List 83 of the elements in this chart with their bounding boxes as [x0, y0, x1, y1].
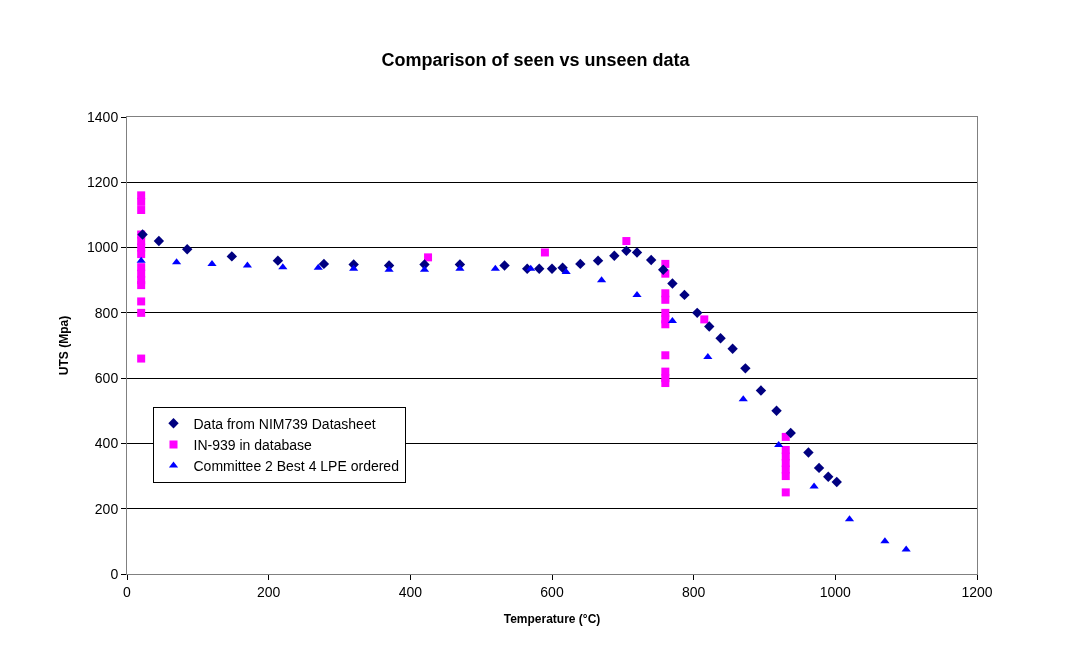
point	[809, 482, 819, 489]
point	[272, 255, 284, 266]
y-tick-label: 1200	[87, 174, 119, 191]
point	[546, 263, 558, 274]
point	[661, 295, 670, 304]
point	[136, 256, 146, 263]
point	[679, 289, 690, 301]
point	[137, 197, 146, 206]
point	[561, 268, 571, 275]
point	[831, 476, 842, 488]
y-tick-label: 600	[94, 370, 119, 387]
x-tick-label: 400	[398, 583, 423, 600]
legend-label: Committee 2 Best 4 LPE ordered	[193, 458, 399, 475]
x-tick-label: 1200	[961, 583, 993, 600]
y-tick-label: 1000	[87, 239, 119, 256]
legend-label: IN-939 in database	[193, 436, 313, 453]
point	[575, 258, 586, 270]
point	[278, 263, 288, 270]
point	[592, 255, 604, 266]
y-tick-label: 200	[94, 500, 119, 517]
point	[715, 333, 726, 344]
x-tick-label: 0	[123, 583, 132, 600]
point	[632, 290, 642, 297]
point	[609, 250, 620, 261]
point	[526, 264, 536, 271]
point	[621, 245, 632, 257]
point	[318, 258, 330, 270]
point	[823, 471, 834, 482]
point	[692, 307, 703, 319]
point	[384, 265, 394, 272]
point	[774, 441, 784, 448]
point	[755, 385, 767, 396]
point	[661, 351, 670, 360]
point	[703, 352, 713, 359]
point	[182, 244, 193, 255]
point	[700, 315, 709, 324]
point	[137, 297, 146, 306]
x-tick-label: 200	[256, 583, 281, 600]
point	[499, 260, 510, 271]
point	[153, 235, 165, 247]
y-tick-label: 800	[94, 304, 119, 321]
point	[534, 263, 545, 274]
point	[704, 321, 715, 332]
point	[137, 281, 146, 290]
x-axis-title: Temperature (°C)	[503, 611, 601, 626]
point	[313, 263, 323, 270]
point	[137, 308, 146, 317]
point	[645, 254, 657, 266]
y-tick-label: 1400	[87, 108, 119, 125]
point	[226, 251, 238, 262]
x-tick-label: 800	[681, 583, 706, 600]
point	[803, 447, 814, 458]
point	[137, 354, 146, 363]
y-axis-title: UTS (Mpa)	[57, 315, 72, 376]
point	[658, 264, 669, 275]
point	[622, 237, 631, 246]
point	[424, 253, 433, 262]
point	[455, 264, 465, 271]
chart-title: Comparison of seen vs unseen data	[381, 49, 691, 70]
point	[785, 427, 796, 439]
point	[740, 363, 751, 374]
y-tick-label: 400	[94, 435, 119, 452]
point	[207, 259, 217, 266]
legend-label: Data from NIM739 Datasheet	[193, 415, 376, 432]
point	[781, 472, 790, 481]
point	[661, 379, 670, 388]
y-tick-label: 0	[110, 565, 119, 582]
point	[557, 262, 568, 274]
point	[540, 248, 549, 257]
point	[901, 545, 911, 552]
x-tick-label: 600	[540, 583, 564, 600]
point	[667, 278, 678, 289]
point	[781, 488, 790, 497]
x-tick-label: 1000	[819, 583, 852, 600]
point	[813, 462, 825, 474]
point	[349, 264, 359, 271]
point	[727, 343, 738, 354]
point	[661, 320, 670, 329]
point	[137, 250, 146, 259]
point	[771, 405, 782, 416]
point	[631, 247, 643, 258]
point	[490, 264, 500, 271]
point	[137, 206, 146, 215]
